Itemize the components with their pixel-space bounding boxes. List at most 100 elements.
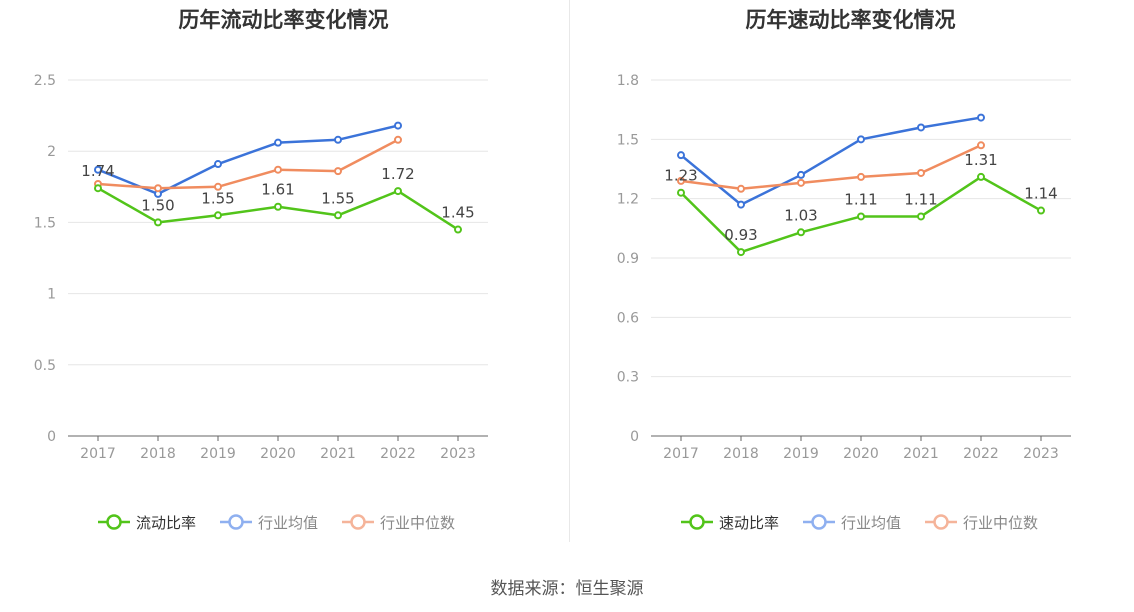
- legend-label: 行业中位数: [380, 514, 455, 532]
- y-tick-label: 0.9: [617, 251, 639, 267]
- y-tick-label: 0: [630, 429, 639, 445]
- industry-median-series-line: [680, 144, 982, 191]
- x-tick-label: 2020: [843, 446, 879, 462]
- industry-median-series-point: [977, 141, 985, 150]
- panel-divider: [569, 0, 570, 542]
- industry-median-series-point: [857, 172, 865, 181]
- industry-mean-series-point: [394, 121, 402, 130]
- data-label: 1.74: [81, 162, 114, 180]
- x-tick-label: 2021: [903, 446, 939, 462]
- industry-mean-series-point: [737, 200, 745, 209]
- main-series-point: [154, 218, 162, 227]
- chart-title: 历年流动比率变化情况: [178, 8, 389, 32]
- data-label: 1.45: [441, 204, 474, 222]
- main-series-point: [274, 202, 282, 211]
- main-series-point: [334, 211, 342, 220]
- x-tick-label: 2017: [663, 446, 699, 462]
- industry-median-series-line: [97, 138, 399, 190]
- y-tick-label: 0.3: [617, 370, 639, 386]
- x-tick-label: 2017: [80, 446, 116, 462]
- legend-swatch-marker: [811, 514, 827, 530]
- data-label: 1.31: [964, 151, 997, 169]
- main-series-point: [1037, 206, 1045, 215]
- industry-median-series-point: [917, 168, 925, 177]
- data-label: 1.72: [381, 165, 414, 183]
- industry-mean-series-line: [680, 116, 982, 206]
- current-ratio-chart: 0 0.5 1 1.5 2 2.5 2017 2018 2019 2020 2021 2022 2023…: [34, 73, 488, 532]
- legend-swatch-marker: [228, 514, 244, 530]
- data-label: 1.11: [904, 190, 937, 208]
- x-tick-label: 2019: [783, 446, 819, 462]
- data-label: 0.93: [724, 226, 757, 244]
- x-tick-label: 2020: [260, 446, 296, 462]
- y-tick-label: 2.5: [34, 73, 56, 89]
- industry-mean-series-point: [677, 151, 685, 160]
- y-tick-label: 1.8: [617, 73, 639, 89]
- x-tick-label: 2018: [723, 446, 759, 462]
- industry-mean-series-point: [94, 165, 102, 174]
- main-series-point: [214, 211, 222, 220]
- y-tick-label: 1.2: [617, 192, 639, 208]
- right-chart-panel: 历年速动比率变化情况 0 0.3 0.6 0.9 1.2 1.5 1.8 2017 2018 20…: [567, 0, 1134, 560]
- data-label: 1.55: [321, 189, 354, 207]
- data-label: 1.03: [784, 206, 817, 224]
- main-series-point: [394, 187, 402, 196]
- legend-swatch-marker: [933, 514, 949, 530]
- quick-ratio-chart: 0 0.3 0.6 0.9 1.2 1.5 1.8 2017 2018 2019 2020 2021 2…: [617, 73, 1071, 532]
- main-series-point: [454, 225, 462, 234]
- industry-mean-series-point: [274, 138, 282, 147]
- x-tick-label: 2022: [963, 446, 999, 462]
- main-series-point: [677, 188, 685, 197]
- main-series-point: [977, 172, 985, 181]
- legend-label: 行业中位数: [963, 514, 1038, 532]
- x-tick-label: 2022: [380, 446, 416, 462]
- legend-label: 行业均值: [258, 514, 318, 532]
- main-series-point: [94, 184, 102, 193]
- legend-swatch-marker: [689, 514, 705, 530]
- industry-median-series-point: [274, 165, 282, 174]
- x-tick-label: 2018: [140, 446, 176, 462]
- data-label: 1.61: [261, 181, 294, 199]
- industry-median-series-point: [394, 135, 402, 144]
- y-tick-label: 1.5: [34, 215, 56, 231]
- industry-mean-series-point: [334, 135, 342, 144]
- industry-median-series-point: [334, 167, 342, 176]
- left-chart-panel: 历年流动比率变化情况 0 0.5 1 1.5 2 2.5 2017 2018 2019 2020 2…: [0, 0, 567, 560]
- x-tick-label: 2023: [440, 446, 476, 462]
- main-series-point: [797, 228, 805, 237]
- data-source: 数据来源：恒生聚源: [490, 579, 644, 599]
- main-series-point: [857, 212, 865, 221]
- data-label: 1.50: [141, 196, 174, 214]
- industry-median-series-point: [154, 184, 162, 193]
- x-tick-label: 2021: [320, 446, 356, 462]
- legend-label: 行业均值: [841, 514, 901, 532]
- legend-label: 流动比率: [136, 514, 196, 532]
- industry-mean-series-point: [797, 170, 805, 179]
- industry-mean-series-point: [917, 123, 925, 132]
- industry-mean-series-point: [214, 160, 222, 169]
- main-series-point: [917, 212, 925, 221]
- y-tick-label: 2: [47, 144, 56, 160]
- legend-label: 速动比率: [719, 514, 779, 532]
- data-label: 1.23: [664, 167, 697, 185]
- industry-mean-series-point: [857, 135, 865, 144]
- data-label: 1.14: [1024, 185, 1057, 203]
- y-tick-label: 0.5: [34, 358, 56, 374]
- industry-median-series-point: [214, 182, 222, 191]
- industry-mean-series-point: [977, 113, 985, 122]
- x-tick-label: 2019: [200, 446, 236, 462]
- y-tick-label: 0.6: [617, 310, 639, 326]
- industry-mean-series-line: [97, 124, 399, 196]
- industry-median-series-point: [797, 178, 805, 187]
- industry-median-series-point: [677, 176, 685, 185]
- chart-title: 历年速动比率变化情况: [745, 8, 956, 32]
- y-tick-label: 1.5: [617, 132, 639, 148]
- legend-swatch-marker: [106, 514, 122, 530]
- industry-median-series-point: [737, 184, 745, 193]
- legend-swatch-marker: [350, 514, 366, 530]
- data-label: 1.11: [844, 190, 877, 208]
- x-tick-label: 2023: [1023, 446, 1059, 462]
- y-tick-label: 0: [47, 429, 56, 445]
- y-tick-label: 1: [47, 287, 56, 303]
- main-series-point: [737, 248, 745, 257]
